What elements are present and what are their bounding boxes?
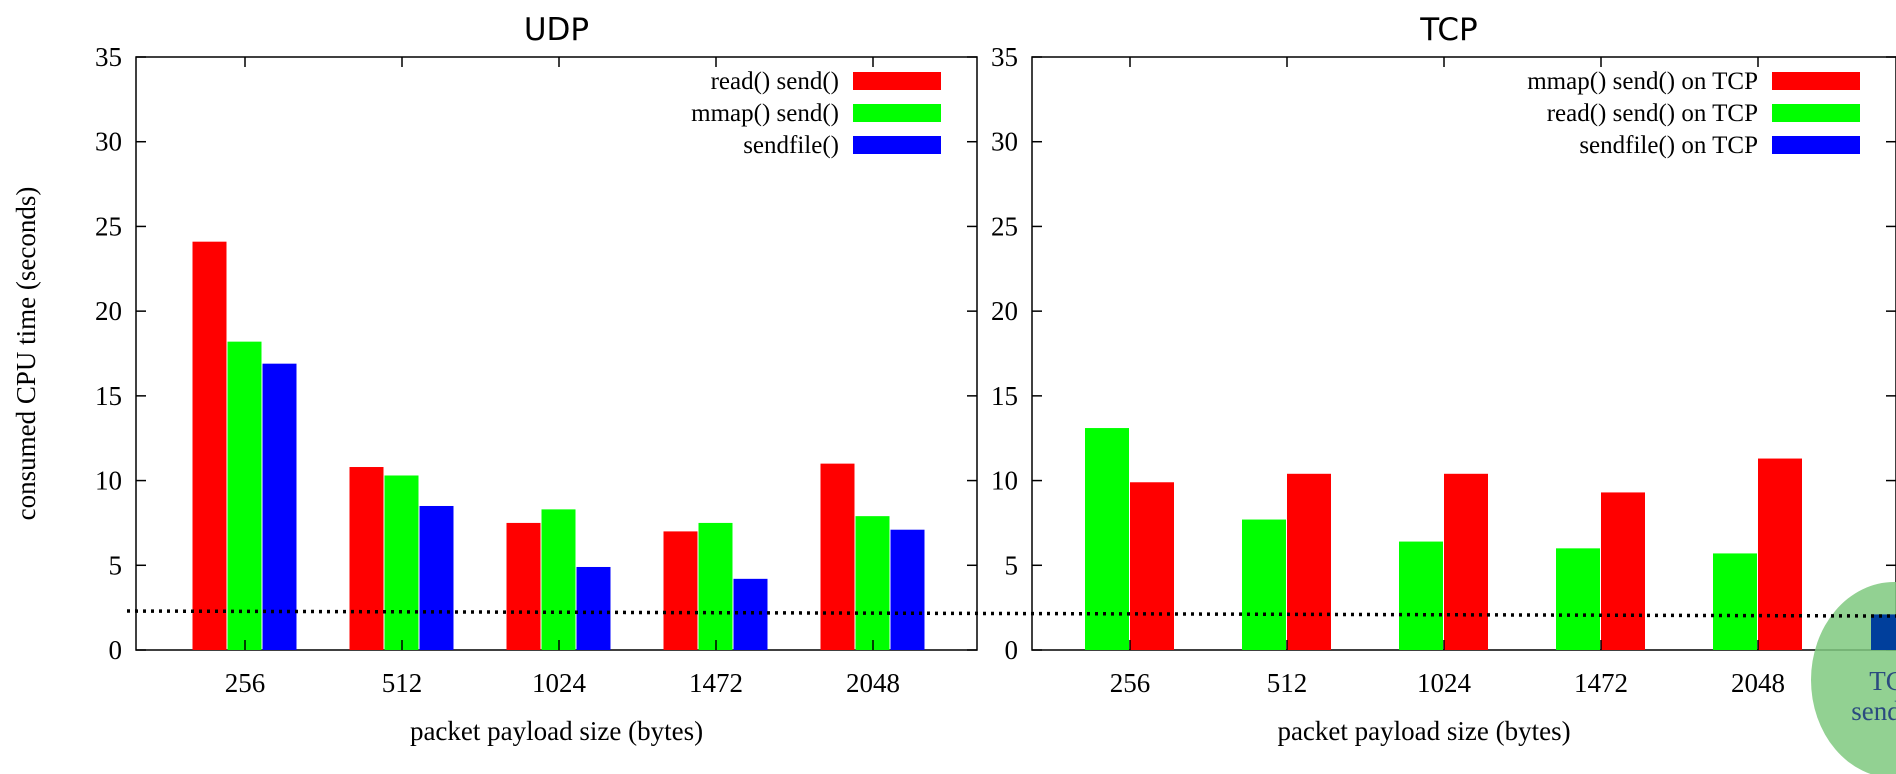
tcp-bar [1242,519,1286,650]
udp-bar [733,578,768,650]
udp-yaxis-label: consumed CPU time (seconds) [11,187,41,521]
udp-bar [663,531,698,650]
tcp-xtick-label: 1024 [1417,668,1472,698]
tcp-ytick-label: 5 [1005,550,1019,580]
tcp-bar [1130,482,1174,650]
udp-xtick-label: 2048 [846,668,900,698]
tcp-legend-swatch [1772,72,1860,90]
udp-legend-label: read() send() [711,68,839,95]
tcp-sendfile-label: TCP [1869,666,1896,696]
tcp-ytick-label: 0 [1005,635,1019,665]
tcp-sendfile-bar [1871,614,1896,650]
tcp-bar [1085,428,1129,650]
udp-bar [698,522,733,650]
udp-ytick-label: 15 [95,381,122,411]
udp-ytick-label: 25 [95,211,122,241]
udp-bar [192,241,227,651]
udp-legend-swatch [853,72,941,90]
udp-ytick-label: 35 [95,42,122,72]
reference-line [126,609,1896,618]
tcp-bar [1556,548,1600,650]
tcp-bar [1713,553,1757,650]
tcp-xaxis-label: packet payload size (bytes) [1277,716,1570,746]
udp-legend-label: sendfile() [743,132,839,159]
tcp-ytick-label: 30 [991,127,1018,157]
udp-bar [227,341,262,650]
tcp-ytick-label: 35 [991,42,1018,72]
tcp-legend-label: sendfile() on TCP [1579,132,1758,159]
tcp-ytick-label: 20 [991,296,1018,326]
udp-bar [576,566,611,650]
udp-bar [349,467,384,650]
tcp-bar [1287,473,1331,650]
udp-ytick-label: 10 [95,466,122,496]
tcp-legend-swatch [1772,136,1860,154]
tcp-xtick-label: 512 [1267,668,1308,698]
tcp-ytick-label: 10 [991,466,1018,496]
tcp-ytick-label: 25 [991,211,1018,241]
tcp-chart-title: TCP [1419,12,1477,48]
udp-xaxis-label: packet payload size (bytes) [410,716,703,746]
tcp-xtick-label: 1472 [1574,668,1628,698]
udp-chart-title: UDP [524,12,589,48]
udp-xtick-label: 256 [225,668,266,698]
udp-xtick-label: 512 [382,668,423,698]
tcp-bar [1399,541,1443,650]
tcp-legend-label: read() send() on TCP [1547,100,1758,127]
udp-bar [506,522,541,650]
udp-bar [855,516,890,650]
tcp-bar [1444,473,1488,650]
tcp-ytick-label: 15 [991,381,1018,411]
udp-bar [262,363,297,650]
udp-ytick-label: 20 [95,296,122,326]
udp-ytick-label: 30 [95,127,122,157]
udp-legend-label: mmap() send() [691,100,839,127]
tcp-bar [1758,458,1802,650]
tcp-bar [1601,492,1645,650]
udp-xtick-label: 1472 [689,668,743,698]
tcp-sendfile-label: sendfile [1851,696,1896,726]
tcp-xtick-label: 2048 [1731,668,1785,698]
tcp-legend-label: mmap() send() on TCP [1527,68,1758,95]
tcp-legend-swatch [1772,104,1860,122]
udp-ytick-label: 0 [109,635,123,665]
udp-xtick-label: 1024 [532,668,587,698]
udp-bar [890,529,925,650]
udp-legend-swatch [853,104,941,122]
udp-ytick-label: 5 [109,550,123,580]
udp-bar [419,505,454,650]
udp-bar [541,509,576,650]
udp-bar [384,475,419,650]
udp-legend-swatch [853,136,941,154]
tcp-xtick-label: 256 [1110,668,1151,698]
udp-bar [820,463,855,650]
